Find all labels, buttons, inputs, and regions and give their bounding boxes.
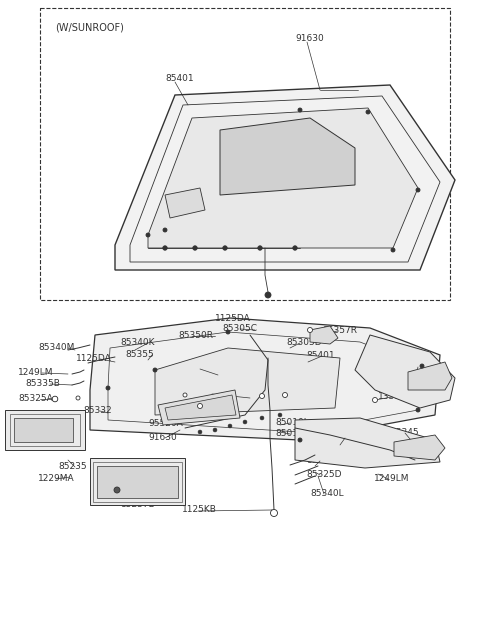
Circle shape (366, 110, 370, 114)
Polygon shape (148, 108, 418, 248)
Circle shape (260, 416, 264, 420)
Text: 85350K: 85350K (306, 456, 341, 465)
Text: 85340M: 85340M (38, 343, 74, 351)
Circle shape (271, 509, 277, 516)
Text: 85201A: 85201A (126, 468, 161, 477)
Text: 85305A: 85305A (196, 389, 231, 397)
Circle shape (197, 403, 203, 408)
Text: 85401: 85401 (306, 351, 335, 360)
Circle shape (163, 228, 167, 232)
Text: 85357R: 85357R (322, 325, 357, 334)
Text: 95520A: 95520A (148, 419, 183, 427)
Circle shape (76, 396, 80, 400)
Text: 85202A: 85202A (5, 422, 40, 431)
Circle shape (198, 430, 202, 434)
Text: 85325D: 85325D (306, 470, 341, 479)
Text: 1125DA: 1125DA (76, 353, 112, 362)
Text: 85305C: 85305C (222, 323, 257, 332)
Bar (90, 458, 185, 505)
Text: 85305D: 85305D (286, 337, 322, 346)
Text: 1249LM: 1249LM (374, 473, 409, 482)
Circle shape (226, 330, 230, 334)
Polygon shape (165, 395, 236, 420)
Bar (97, 466, 178, 498)
Polygon shape (220, 118, 355, 195)
Circle shape (372, 397, 377, 403)
Text: 85332: 85332 (83, 406, 112, 415)
Circle shape (416, 408, 420, 412)
Circle shape (265, 292, 271, 298)
Text: 85340L: 85340L (310, 488, 344, 498)
Circle shape (106, 386, 110, 390)
Circle shape (260, 394, 264, 399)
Text: 85235: 85235 (58, 461, 86, 470)
Text: 85401: 85401 (165, 73, 193, 82)
Text: 85010R: 85010R (275, 429, 310, 438)
Circle shape (213, 428, 217, 432)
Text: 85010L: 85010L (275, 417, 309, 426)
Circle shape (420, 364, 424, 368)
Circle shape (183, 393, 187, 397)
Text: 85237B: 85237B (120, 500, 155, 509)
Text: 85340J: 85340J (330, 433, 361, 442)
Circle shape (193, 246, 197, 250)
Text: 85340K: 85340K (120, 337, 155, 346)
Circle shape (243, 420, 247, 424)
Text: 85335B: 85335B (25, 378, 60, 387)
Text: 85237A: 85237A (120, 488, 155, 497)
Circle shape (114, 487, 120, 493)
Text: 85357L: 85357L (404, 362, 438, 371)
Circle shape (271, 510, 277, 516)
Polygon shape (115, 85, 455, 270)
Text: 85305B: 85305B (183, 364, 218, 373)
Text: 91630: 91630 (295, 33, 324, 43)
Circle shape (298, 438, 302, 442)
Polygon shape (394, 435, 445, 460)
Circle shape (298, 108, 302, 112)
Text: 1125DA: 1125DA (215, 314, 251, 323)
Circle shape (223, 246, 227, 250)
Polygon shape (355, 335, 455, 408)
Polygon shape (90, 318, 440, 440)
Bar (40, 8, 450, 300)
Circle shape (52, 396, 58, 402)
Polygon shape (310, 326, 338, 344)
Text: 91630: 91630 (148, 433, 177, 442)
Circle shape (308, 328, 312, 332)
Polygon shape (165, 188, 205, 218)
Circle shape (258, 246, 262, 250)
Text: 1125KB: 1125KB (182, 505, 217, 514)
Circle shape (293, 246, 297, 250)
Circle shape (283, 392, 288, 397)
Text: 1229MA: 1229MA (38, 473, 74, 482)
Circle shape (153, 368, 157, 372)
Circle shape (278, 413, 282, 417)
Circle shape (163, 246, 167, 250)
Circle shape (391, 248, 395, 252)
Text: 1249LM: 1249LM (18, 367, 53, 376)
Circle shape (228, 424, 232, 427)
Text: 85325A: 85325A (18, 394, 53, 403)
Text: 85350R: 85350R (178, 330, 213, 339)
Text: 85355: 85355 (125, 350, 154, 358)
Polygon shape (408, 362, 452, 390)
Text: (W/SUNROOF): (W/SUNROOF) (55, 22, 124, 32)
Bar (5, 410, 85, 450)
Circle shape (416, 188, 420, 192)
Bar (14, 418, 73, 442)
Text: 85345: 85345 (390, 427, 419, 436)
Polygon shape (158, 390, 240, 425)
Polygon shape (155, 348, 340, 415)
Polygon shape (295, 418, 440, 468)
Circle shape (146, 233, 150, 237)
Text: 1339CD: 1339CD (378, 392, 414, 401)
Circle shape (52, 397, 58, 401)
